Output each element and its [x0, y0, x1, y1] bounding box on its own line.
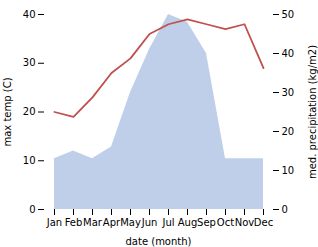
svg-text:date (month): date (month) — [126, 236, 192, 247]
svg-text:20: 20 — [282, 126, 295, 137]
svg-text:0: 0 — [282, 204, 288, 215]
svg-text:Oct: Oct — [217, 217, 234, 228]
svg-text:Mar: Mar — [83, 217, 103, 228]
svg-text:max temp (C): max temp (C) — [2, 77, 13, 146]
svg-text:40: 40 — [282, 48, 295, 59]
svg-text:med. precipitation (kg/m2): med. precipitation (kg/m2) — [307, 45, 318, 179]
svg-text:Apr: Apr — [103, 217, 121, 228]
svg-text:Dec: Dec — [254, 217, 273, 228]
svg-text:40: 40 — [23, 9, 36, 20]
svg-text:Aug: Aug — [178, 217, 198, 228]
svg-text:0: 0 — [29, 204, 35, 215]
svg-text:50: 50 — [282, 9, 295, 20]
svg-text:May: May — [120, 217, 141, 228]
svg-text:Jan: Jan — [46, 217, 62, 228]
svg-text:30: 30 — [23, 57, 36, 68]
svg-text:10: 10 — [282, 165, 295, 176]
svg-text:Sep: Sep — [197, 217, 216, 228]
svg-text:20: 20 — [23, 106, 36, 117]
svg-text:30: 30 — [282, 87, 295, 98]
svg-text:Jun: Jun — [141, 217, 158, 228]
svg-text:10: 10 — [23, 155, 36, 166]
svg-text:Nov: Nov — [235, 217, 255, 228]
svg-text:Jul: Jul — [161, 217, 174, 228]
svg-text:Feb: Feb — [65, 217, 83, 228]
